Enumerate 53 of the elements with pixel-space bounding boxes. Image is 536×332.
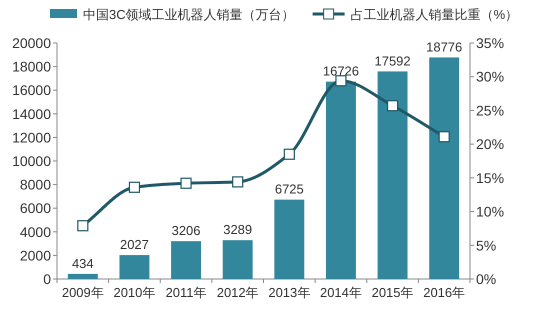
point — [232, 176, 244, 188]
y-tick-label: 18000 — [12, 58, 52, 75]
bar — [378, 71, 408, 279]
bar — [429, 57, 460, 279]
y2-tick-label: 5% — [476, 237, 496, 254]
y-tick-label: 20000 — [12, 35, 52, 51]
data-label: 17592 — [374, 53, 411, 68]
y2-tick-label: 20% — [476, 136, 504, 152]
y-tick-label: 10000 — [12, 153, 52, 169]
x-tick-label: 2016年 — [423, 285, 466, 300]
y-tick-label: 16000 — [12, 82, 52, 98]
y-tick-label: 0 — [43, 271, 52, 287]
data-label: 3289 — [223, 222, 252, 238]
bar — [68, 274, 98, 279]
y2-tick-label: 35% — [476, 35, 504, 51]
y-tick-label: 4000 — [20, 224, 52, 240]
y2-tick-label: 15% — [476, 170, 504, 186]
y-tick-label: 8000 — [20, 176, 52, 193]
point — [128, 182, 140, 193]
bar — [171, 241, 202, 279]
data-label: 2027 — [120, 237, 149, 252]
point — [77, 220, 88, 232]
x-tick-label: 2011年 — [166, 285, 207, 300]
bar — [326, 82, 356, 279]
legend-label: 占工业机器人销量比重（%） — [350, 7, 518, 22]
y2-tick-label: 0% — [476, 271, 496, 287]
x-tick-label: 2013年 — [268, 285, 310, 300]
data-label: 6725 — [274, 182, 304, 197]
y-tick-label: 2000 — [20, 247, 52, 264]
data-label: 16726 — [322, 64, 360, 79]
point — [335, 75, 347, 86]
data-label: 434 — [72, 256, 94, 271]
point — [284, 148, 295, 160]
x-tick-label: 2014年 — [320, 285, 362, 300]
x-tick-label: 2009年 — [62, 285, 104, 300]
legend-label: 中国3C领域工业机器人销量（万台） — [83, 7, 295, 22]
bar — [274, 200, 304, 279]
point — [386, 100, 398, 112]
y-tick-label: 14000 — [12, 106, 52, 122]
y-tick-label: 6000 — [20, 200, 52, 216]
x-tick-label: 2012年 — [216, 285, 259, 300]
y2-tick-label: 10% — [476, 204, 504, 220]
y-tick-label: 12000 — [12, 129, 52, 146]
y2-tick-label: 30% — [476, 68, 504, 85]
data-label: 3206 — [172, 223, 201, 238]
x-tick-label: 2010年 — [113, 285, 156, 300]
data-label: 18776 — [426, 39, 462, 54]
bar — [119, 255, 150, 279]
point — [180, 178, 192, 189]
x-tick-label: 2015年 — [372, 285, 414, 300]
bar — [222, 240, 253, 279]
y2-tick-label: 25% — [476, 102, 504, 118]
point — [438, 131, 450, 142]
